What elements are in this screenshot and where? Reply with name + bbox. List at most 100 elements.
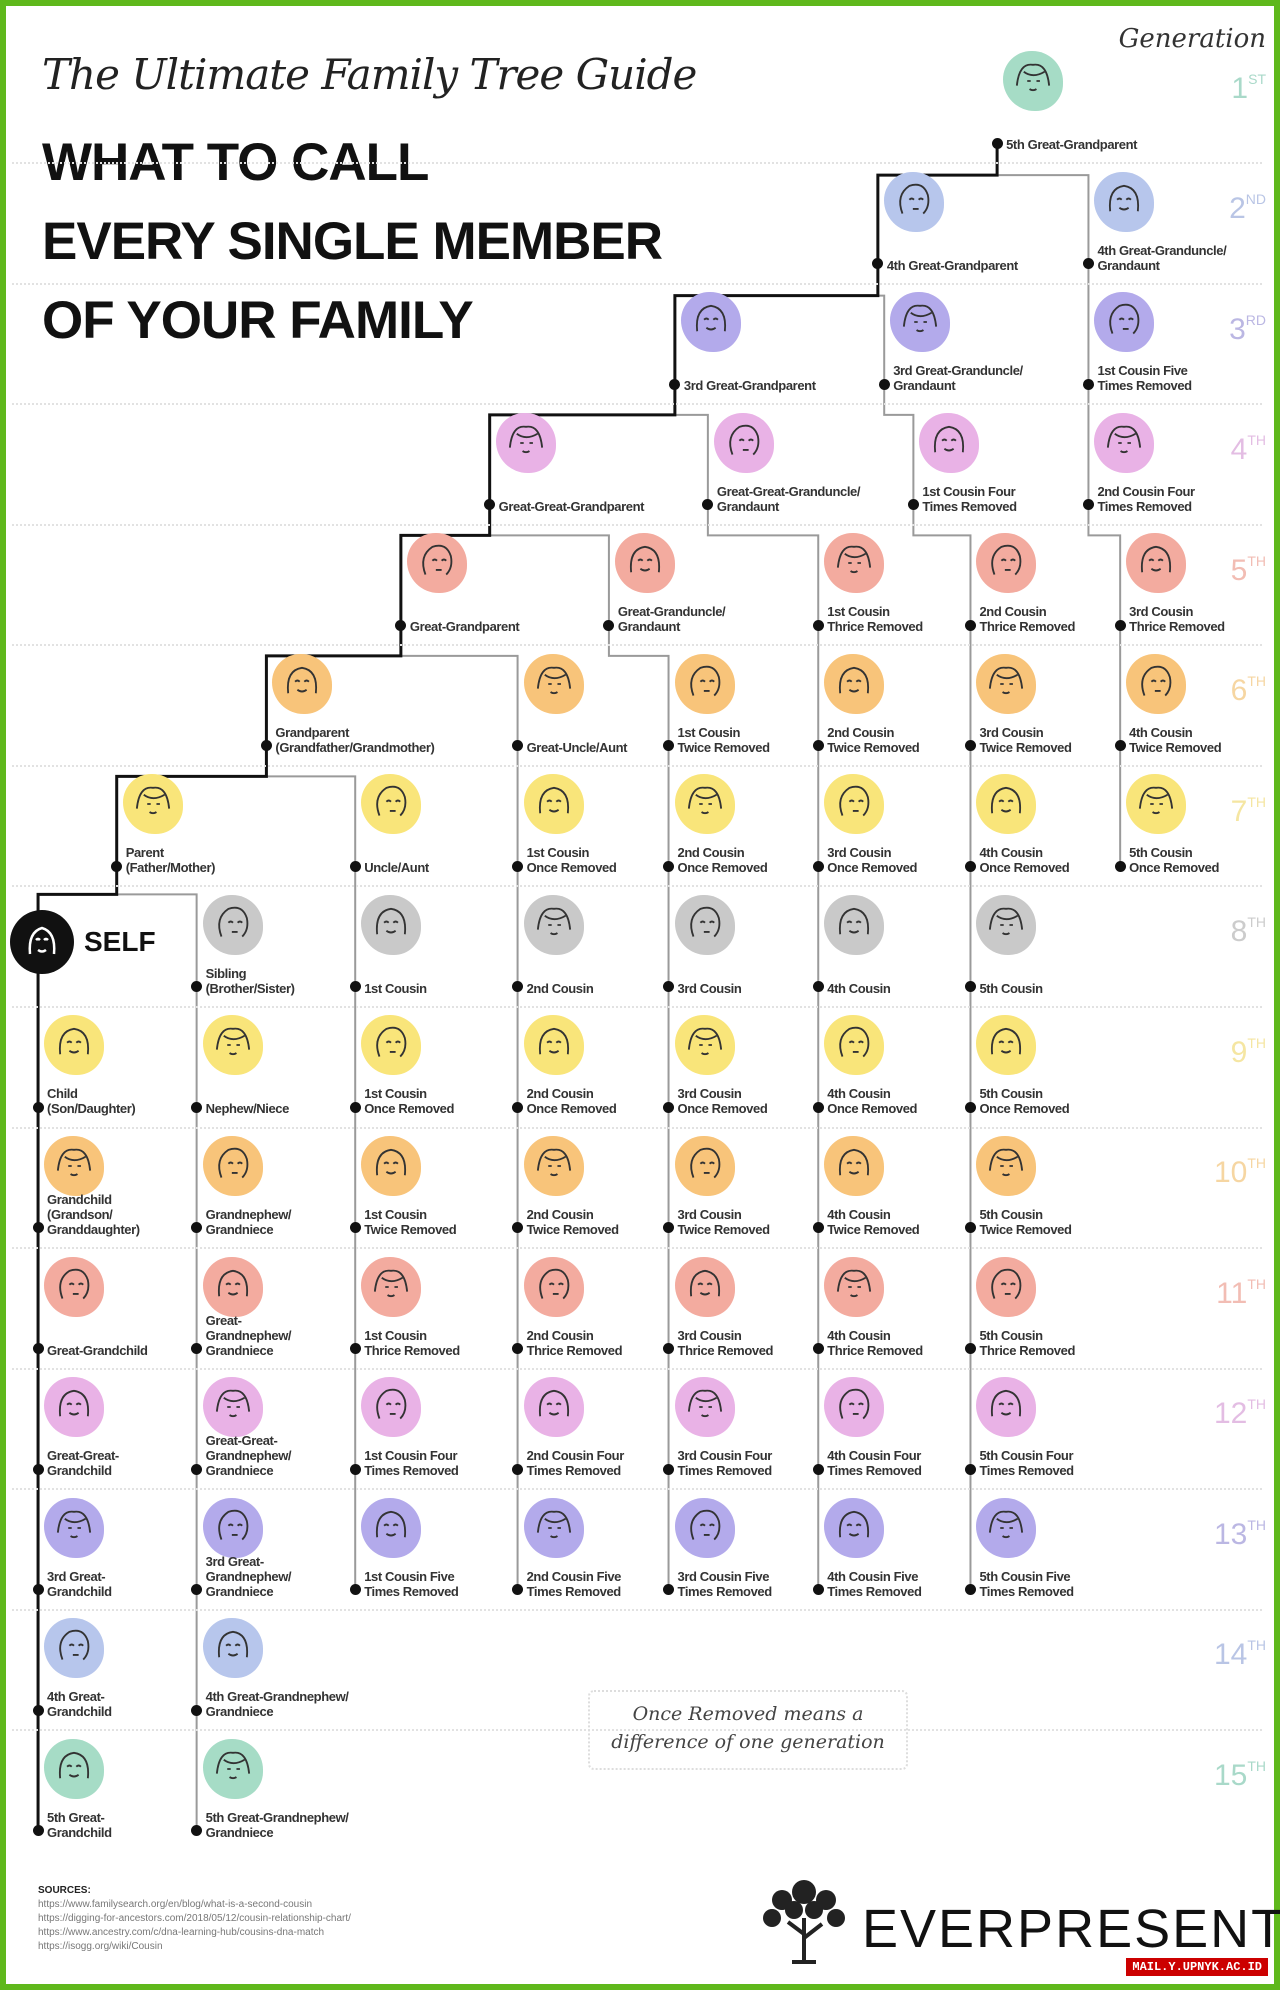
relative-label: 2nd Cousin Four Times Removed [1097,483,1195,514]
generation-number: 11 [1216,1276,1248,1310]
relative-label: 4th Cousin Five Times Removed [827,1568,922,1599]
relative-label: Parent (Father/Mother) [125,845,216,876]
tree-node-dot [964,1463,976,1475]
relative-label: 1st Cousin Thrice Removed [827,604,923,635]
tree-node-dot [32,1222,44,1234]
tree-node-dot [1114,860,1126,872]
generation-number: 5 [1230,553,1248,587]
relative-label: Great-Great-Grandparent [498,498,645,514]
tree-node-dot [512,740,524,752]
note-line-1: Once Removed means a [632,1703,864,1725]
person-avatar-icon [976,1015,1037,1076]
relative-label: 3rd Cousin Five Times Removed [677,1568,773,1599]
relative-label: 3rd Cousin Once Removed [827,845,918,876]
generation-suffix: TH [1247,1516,1266,1533]
tree-node-dot [964,619,976,631]
generation-divider [12,1005,1262,1008]
relative-label: 5th Cousin Once Removed [1129,845,1219,876]
tree-node-dot [1082,499,1094,511]
tree-node-dot [1114,619,1126,631]
person-avatar-icon [1126,774,1187,835]
generation-suffix: TH [1247,673,1266,690]
generation-suffix: ST [1248,70,1266,87]
tree-node-dot [191,1101,203,1113]
generation-label: 10TH [1214,1156,1266,1188]
person-avatar-icon [44,1377,105,1438]
relative-label: 3rd Cousin [677,980,742,996]
person-avatar-icon [1094,412,1155,473]
relative-label: 1st Cousin Four Times Removed [364,1448,459,1479]
relative-label: 5th Cousin Once Removed [979,1086,1070,1117]
relative-label: 3rd Cousin Once Removed [677,1086,768,1117]
watermark: MAIL.Y.UPNYK.AC.ID [1126,1958,1268,1976]
person-avatar-icon [202,1497,263,1558]
relative-label: Great-Grandchild [47,1342,148,1358]
generation-label: 14TH [1214,1638,1266,1670]
tree-node-dot [512,981,524,993]
relative-label: Great-Uncle/Aunt [526,739,628,755]
source-link[interactable]: https://isogg.org/wiki/Cousin [38,1941,163,1952]
relative-label: 4th Cousin Twice Removed [1129,724,1222,755]
tree-node-dot [512,1343,524,1354]
sources: SOURCES: https://www.familysearch.org/en… [38,1884,351,1954]
person-avatar-icon [976,1135,1037,1196]
person-avatar-icon [1003,51,1064,112]
relative-label: 3rd Great-Granduncle/ Grandaunt [893,363,1023,394]
relative-label: 4th Cousin Twice Removed [827,1207,920,1237]
person-avatar-icon [44,1015,105,1076]
generation-number: 6 [1230,674,1248,708]
source-link[interactable]: https://www.familysearch.org/en/blog/wha… [38,1899,313,1910]
generation-label: 15TH [1214,1759,1266,1791]
person-avatar-icon [361,894,422,955]
tree-node-dot [349,1463,361,1475]
person-avatar-icon [674,774,735,835]
person-avatar-icon [1126,533,1187,594]
tree-node-dot [878,378,890,390]
generation-number: 13 [1213,1517,1248,1551]
branch-line [877,294,972,1586]
generation-divider [12,162,1262,165]
relative-label: Sibling (Brother/Sister) [205,965,295,996]
relative-label: 2nd Cousin Four Times Removed [526,1448,625,1479]
relative-label: 1st Cousin Twice Removed [677,724,770,755]
person-avatar-icon [361,1497,422,1558]
tree-node-dot [669,378,681,390]
relative-label: 1st Cousin Five Times Removed [364,1568,459,1599]
person-avatar-icon [523,1377,584,1438]
person-avatar-icon [976,1497,1037,1558]
source-link[interactable]: https://digging-for-ancestors.com/2018/0… [38,1913,351,1924]
generation-divider [12,403,1262,406]
generation-divider [12,1488,1262,1491]
person-avatar-icon [361,1377,422,1438]
tree-node-dot [872,258,884,270]
person-avatar-icon [44,1135,105,1196]
person-avatar-icon [824,894,885,955]
tree-node-dot [191,1343,203,1354]
relative-label: 2nd Cousin Twice Removed [827,724,920,755]
person-avatar-icon [1126,653,1187,714]
relative-label: 4th Great-Grandnephew/ Grandniece [205,1689,349,1720]
tree-node-dot [512,860,524,872]
person-avatar-icon [976,653,1037,714]
generation-label: 7TH [1231,795,1266,827]
person-avatar-icon [361,774,422,835]
relative-label: 3rd Cousin Thrice Removed [1129,604,1225,635]
tree-node-dot [663,1101,675,1113]
relative-label: 4th Great-Grandparent [886,257,1018,273]
relative-label: Grandnephew/ Grandniece [205,1207,292,1237]
relative-label: 4th Cousin Once Removed [979,845,1070,876]
relative-label: Great-Grandparent [409,619,520,635]
branch-line [997,174,1122,867]
relative-label: 2nd Cousin [526,980,594,996]
generation-divider [12,1608,1262,1611]
relative-label: 3rd Great-Grandparent [683,378,816,394]
person-avatar-icon [674,1256,735,1317]
source-link[interactable]: https://www.ancestry.com/c/dna-learning-… [38,1927,325,1938]
relative-label: 4th Cousin [827,980,891,996]
sources-heading: SOURCES: [38,1885,91,1896]
person-avatar-icon [713,412,774,473]
generation-label: 2ND [1229,192,1266,226]
generation-suffix: TH [1247,1275,1266,1292]
generation-number: 2 [1229,192,1246,226]
generation-label: 5TH [1230,553,1266,587]
